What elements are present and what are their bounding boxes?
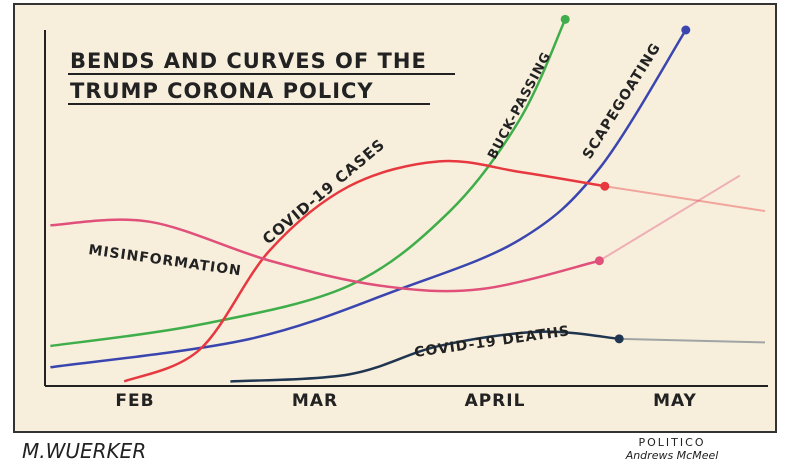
series-endpoint-misinformation (594, 256, 604, 266)
credit-syndicate: Andrews McMeel (625, 449, 719, 462)
title-line-2: TRUMP CORONA POLICY (70, 79, 374, 103)
series-projection-covid-19-deaths (619, 337, 766, 344)
series-projection-covid-19-cases (604, 185, 766, 213)
title-line-1: BENDS AND CURVES OF THE (70, 49, 427, 73)
series-line-buck-passing (50, 18, 567, 348)
x-tick-label-may: MAY (653, 391, 697, 411)
series-line-misinformation (50, 218, 600, 293)
series-line-covid-19-deaths (230, 330, 620, 383)
x-tick-label-mar: MAR (292, 391, 338, 411)
signature: M.WUERKER (22, 439, 146, 463)
series-endpoint-covid-19-cases (600, 181, 610, 191)
frame (13, 3, 777, 433)
series-endpoint-scapegoating (681, 25, 691, 35)
series-projection-misinformation (598, 174, 741, 262)
x-tick-label-feb: FEB (115, 391, 154, 411)
series-endpoint-buck-passing (560, 14, 570, 24)
x-tick-label-april: APRIL (465, 391, 526, 411)
series-endpoint-covid-19-deaths (614, 334, 624, 344)
series-line-covid-19-cases (123, 159, 606, 383)
credit-politico: POLITICO (639, 436, 706, 449)
